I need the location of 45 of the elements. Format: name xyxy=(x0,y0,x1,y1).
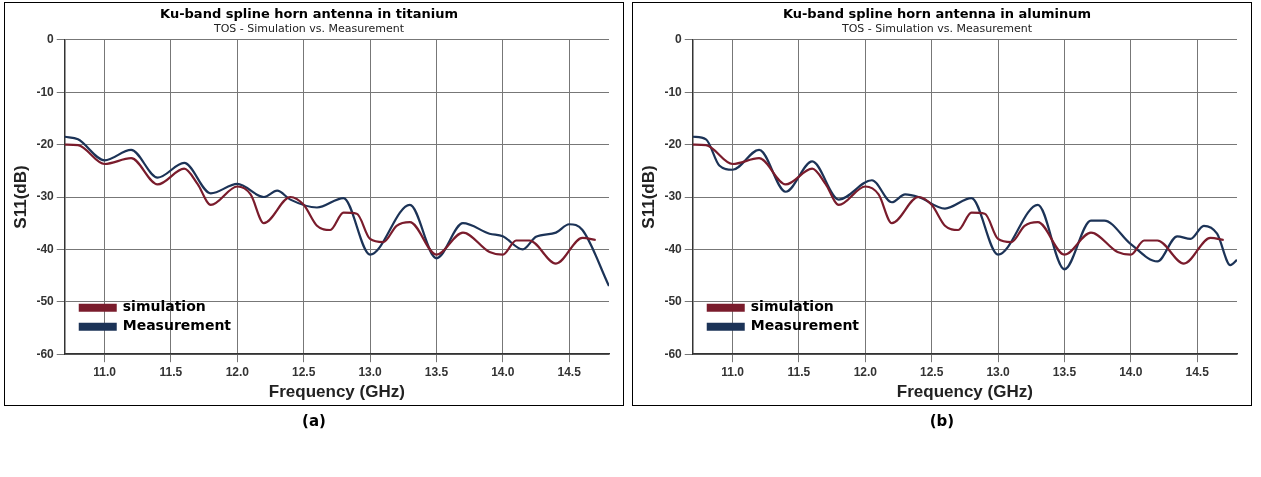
y-tick-label: -10 xyxy=(36,84,55,99)
legend-label: simulation xyxy=(122,298,206,315)
y-axis-title: S11(dB) xyxy=(10,165,30,229)
x-axis-title: Frequency (GHz) xyxy=(896,382,1033,402)
y-tick-label: -60 xyxy=(36,346,55,361)
x-tick-label: 11.0 xyxy=(93,364,117,379)
y-tick-label: -50 xyxy=(664,294,683,309)
y-tick-label: -50 xyxy=(36,294,55,309)
x-tick-label: 11.0 xyxy=(721,364,745,379)
x-tick-label: 13.0 xyxy=(986,364,1011,379)
x-tick-label: 13.5 xyxy=(424,364,449,379)
legend-label: Measurement xyxy=(122,317,232,334)
x-tick-label: 12.0 xyxy=(225,364,250,379)
x-tick-label: 11.5 xyxy=(787,364,811,379)
text: (a) xyxy=(302,412,326,430)
x-axis-title: Frequency (GHz) xyxy=(268,382,405,402)
y-tick-label: -10 xyxy=(664,84,683,99)
y-tick-label: -20 xyxy=(664,136,683,151)
y-tick-label: -60 xyxy=(664,346,683,361)
x-tick-label: 12.0 xyxy=(853,364,878,379)
x-tick-label: 11.5 xyxy=(159,364,183,379)
y-tick-label: -40 xyxy=(36,241,55,256)
text: (b) xyxy=(929,412,955,430)
y-tick-label: -40 xyxy=(664,241,683,256)
chart-subtitle: TOS - Simulation vs. Measurement xyxy=(840,22,1033,36)
x-tick-label: 13.5 xyxy=(1052,364,1077,379)
y-tick-label: -30 xyxy=(36,189,55,204)
x-tick-label: 12.5 xyxy=(920,364,944,379)
chart-title: Ku-band spline horn antenna in titanium xyxy=(160,6,458,22)
x-tick-label: 14.0 xyxy=(491,364,515,379)
y-axis-title: S11(dB) xyxy=(638,165,658,229)
x-tick-label: 14.5 xyxy=(557,364,582,379)
y-tick-label: -30 xyxy=(664,189,683,204)
chart-subtitle: TOS - Simulation vs. Measurement xyxy=(212,22,405,36)
chart-title: Ku-band spline horn antenna in aluminum xyxy=(782,6,1092,22)
y-tick-label: -20 xyxy=(36,136,55,151)
x-tick-label: 14.5 xyxy=(1185,364,1210,379)
x-tick-label: 14.0 xyxy=(1119,364,1143,379)
legend-label: Measurement xyxy=(750,317,860,334)
legend-label: simulation xyxy=(750,298,834,315)
y-tick-label: 0 xyxy=(47,32,55,47)
x-tick-label: 12.5 xyxy=(292,364,316,379)
y-tick-label: 0 xyxy=(675,32,683,47)
line-series xyxy=(64,143,597,265)
x-tick-label: 13.0 xyxy=(358,364,383,379)
